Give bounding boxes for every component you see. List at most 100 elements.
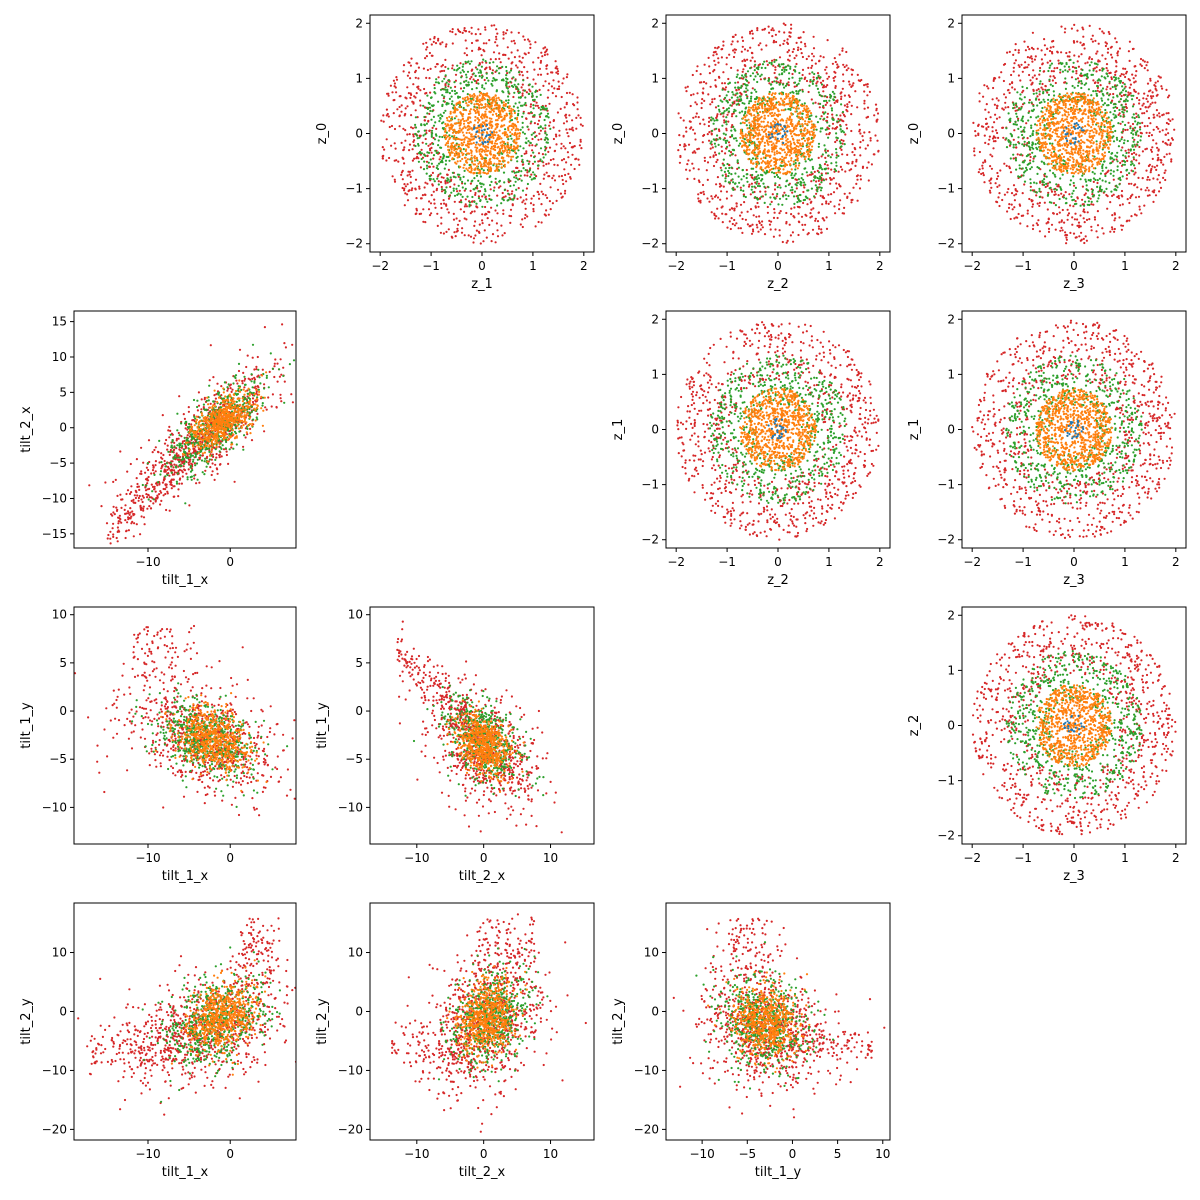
- scatter-point: [406, 105, 409, 108]
- scatter-point: [757, 114, 760, 117]
- scatter-point: [767, 149, 770, 152]
- scatter-point: [419, 89, 422, 92]
- scatter-point: [558, 85, 561, 88]
- scatter-point: [805, 171, 808, 174]
- scatter-point: [442, 176, 445, 179]
- scatter-point: [456, 193, 459, 196]
- scatter-point: [768, 162, 771, 165]
- scatter-point: [742, 175, 745, 178]
- scatter-point: [736, 96, 739, 99]
- scatter-point: [850, 168, 853, 171]
- scatter-point: [392, 112, 395, 115]
- scatter-point: [477, 143, 480, 146]
- scatter-point: [426, 154, 429, 158]
- scatter-point: [462, 122, 466, 125]
- scatter-point: [1146, 186, 1149, 189]
- scatter-point: [529, 122, 532, 125]
- scatter-point: [759, 78, 763, 81]
- scatter-point: [726, 145, 729, 148]
- scatter-point: [563, 106, 566, 109]
- scatter-point: [488, 133, 492, 137]
- scatter-point: [722, 40, 725, 43]
- scatter-point: [439, 161, 442, 164]
- scatter-point: [821, 86, 825, 89]
- scatter-point: [771, 148, 774, 151]
- scatter-point: [539, 73, 543, 76]
- scatter-point: [770, 168, 773, 171]
- scatter-point: [725, 123, 728, 126]
- scatter-point: [819, 117, 822, 120]
- scatter-point: [764, 108, 767, 111]
- scatter-point: [469, 182, 472, 185]
- scatter-point: [748, 148, 751, 151]
- scatter-point: [735, 115, 738, 118]
- scatter-point: [735, 88, 738, 92]
- scatter-point: [493, 157, 496, 160]
- scatter-point: [732, 148, 735, 151]
- scatter-point: [509, 131, 512, 134]
- scatter-point: [875, 120, 878, 123]
- scatter-point: [743, 102, 746, 105]
- scatter-point: [810, 114, 813, 117]
- scatter-point: [514, 180, 517, 183]
- scatter-point: [783, 70, 786, 73]
- scatter-point: [743, 149, 746, 152]
- scatter-point: [480, 54, 483, 57]
- scatter-point: [431, 132, 434, 135]
- scatter-point: [751, 32, 754, 35]
- scatter-point: [866, 83, 869, 86]
- scatter-point: [468, 125, 471, 128]
- scatter-point: [797, 148, 801, 151]
- scatter-point: [506, 151, 509, 154]
- scatter-point: [461, 69, 464, 72]
- scatter-point: [475, 184, 479, 187]
- scatter-point: [1114, 37, 1117, 40]
- scatter-point: [801, 112, 804, 115]
- scatter-point: [387, 115, 390, 118]
- scatter-point: [506, 149, 509, 152]
- x-tick-label: −2: [371, 259, 389, 273]
- scatter-point: [790, 213, 793, 216]
- scatter-point: [695, 112, 698, 115]
- scatter-point: [440, 222, 443, 225]
- scatter-point: [808, 72, 811, 75]
- scatter-point: [799, 132, 803, 135]
- scatter-point: [486, 140, 489, 143]
- scatter-point: [529, 90, 532, 93]
- scatter-point: [474, 234, 477, 237]
- scatter-point: [774, 97, 777, 100]
- scatter-point: [559, 107, 562, 110]
- scatter-point: [802, 30, 805, 34]
- scatter-point: [482, 42, 485, 45]
- scatter-point: [791, 76, 794, 79]
- scatter-point: [722, 132, 725, 135]
- scatter-point: [839, 199, 842, 202]
- scatter-point: [699, 122, 702, 125]
- scatter-point: [447, 148, 450, 151]
- scatter-point: [473, 168, 476, 171]
- scatter-point: [1151, 157, 1154, 160]
- scatter-point: [430, 43, 433, 46]
- scatter-point: [741, 168, 745, 172]
- scatter-point: [817, 156, 820, 159]
- scatter-point: [462, 148, 465, 151]
- scatter-point: [803, 158, 807, 161]
- scatter-point: [845, 64, 848, 67]
- scatter-point: [762, 156, 766, 159]
- scatter-point: [818, 175, 822, 178]
- scatter-point: [414, 178, 418, 181]
- scatter-point: [445, 136, 448, 139]
- scatter-point: [821, 127, 824, 130]
- scatter-point: [775, 118, 778, 121]
- scatter-point: [816, 176, 819, 180]
- scatter-point: [739, 95, 742, 98]
- scatter-point: [759, 110, 762, 114]
- scatter-point: [474, 109, 477, 113]
- scatter-point: [480, 165, 483, 168]
- scatter-point: [566, 73, 569, 76]
- scatter-point: [810, 136, 814, 139]
- scatter-point: [508, 85, 511, 88]
- scatter-point: [731, 178, 734, 181]
- scatter-point: [790, 118, 793, 121]
- scatter-point: [510, 84, 514, 87]
